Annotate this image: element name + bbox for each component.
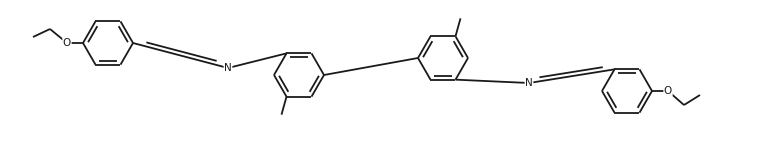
Text: N: N — [525, 78, 533, 88]
Text: N: N — [224, 63, 232, 73]
Text: O: O — [664, 86, 672, 96]
Text: O: O — [63, 38, 71, 48]
